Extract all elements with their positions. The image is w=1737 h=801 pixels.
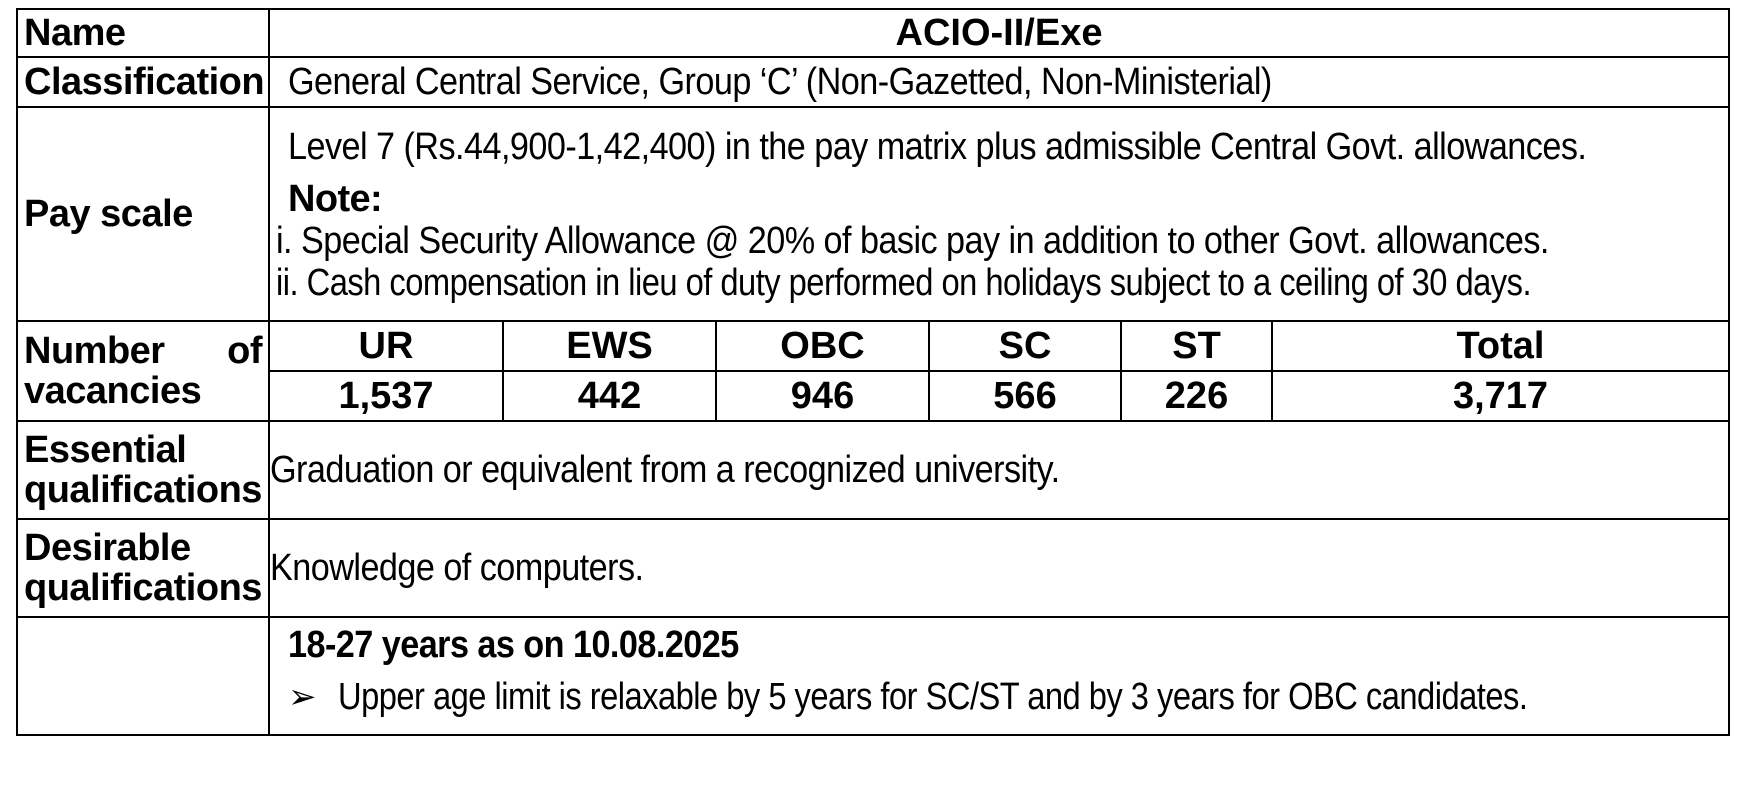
pay-scale-label: Pay scale (16, 106, 270, 322)
pay-scale-note-label: Note: (288, 178, 383, 220)
essential-label-line2: qualifications (24, 469, 262, 511)
job-details-table: Name ACIO-II/Exe Classification General … (16, 8, 1730, 736)
vacancies-label-line2: vacancies (24, 370, 202, 412)
age-bullet-item: ➢ Upper age limit is relaxable by 5 year… (270, 676, 1728, 718)
essential-label: Essential qualifications (16, 420, 270, 520)
row-name: Name ACIO-II/Exe (16, 8, 1730, 58)
vacancies-values-row: 1,537 442 946 566 226 3,717 (270, 371, 1728, 420)
vacancy-value-ur: 1,537 (270, 371, 504, 420)
name-label: Name (16, 8, 270, 58)
vacancy-value-st: 226 (1121, 371, 1273, 420)
vacancy-header-obc: OBC (716, 322, 930, 372)
vacancies-header-row: UR EWS OBC SC ST Total (270, 322, 1728, 372)
vacancies-table: UR EWS OBC SC ST Total 1,537 442 946 566… (270, 322, 1728, 420)
vacancy-header-sc: SC (929, 322, 1122, 372)
row-classification: Classification General Central Service, … (16, 56, 1730, 108)
row-age-limit: 18-27 years as on 10.08.2025 ➢ Upper age… (16, 616, 1730, 736)
row-pay-scale: Pay scale Level 7 (Rs.44,900-1,42,400) i… (16, 106, 1730, 322)
desirable-label: Desirable qualifications (16, 518, 270, 618)
age-label-cell (16, 616, 270, 736)
row-desirable-qualifications: Desirable qualifications Knowledge of co… (16, 518, 1730, 618)
pay-scale-note-i: i. Special Security Allowance @ 20% of b… (276, 220, 1549, 262)
row-essential-qualifications: Essential qualifications Graduation or e… (16, 420, 1730, 520)
age-title: 18-27 years as on 10.08.2025 (270, 618, 1728, 666)
pay-scale-level: Level 7 (Rs.44,900-1,42,400) in the pay … (288, 126, 1587, 168)
vacancy-header-st: ST (1121, 322, 1273, 372)
vacancies-label-word2: of (227, 330, 262, 372)
desirable-label-line1: Desirable (24, 527, 191, 569)
age-cell: 18-27 years as on 10.08.2025 ➢ Upper age… (268, 616, 1730, 736)
vacancy-header-ews: EWS (503, 322, 717, 372)
vacancy-value-ews: 442 (503, 371, 717, 420)
essential-cell: Graduation or equivalent from a recogniz… (268, 420, 1730, 520)
vacancy-value-obc: 946 (716, 371, 930, 420)
pay-scale-cell: Level 7 (Rs.44,900-1,42,400) in the pay … (268, 106, 1730, 322)
age-title-text: 18-27 years as on 10.08.2025 (288, 624, 739, 666)
vacancy-header-ur: UR (270, 322, 504, 372)
classification-label: Classification (16, 56, 270, 108)
arrow-bullet-icon: ➢ (288, 678, 316, 716)
vacancies-label-word1: Number (24, 330, 165, 372)
essential-value: Graduation or equivalent from a recogniz… (270, 449, 1060, 491)
desirable-label-line2: qualifications (24, 567, 262, 609)
age-bullet-text: Upper age limit is relaxable by 5 years … (338, 676, 1528, 718)
vacancies-cell: UR EWS OBC SC ST Total 1,537 442 946 566… (268, 320, 1730, 422)
essential-label-line1: Essential (24, 429, 187, 471)
pay-scale-note-ii: ii. Cash compensation in lieu of duty pe… (276, 262, 1532, 304)
vacancy-value-total: 3,717 (1452, 374, 1549, 417)
vacancy-value-sc: 566 (929, 371, 1122, 420)
desirable-cell: Knowledge of computers. (268, 518, 1730, 618)
row-vacancies: Number of vacancies UR EWS OBC SC (16, 320, 1730, 422)
classification-cell: General Central Service, Group ‘C’ (Non-… (268, 56, 1730, 108)
vacancies-label: Number of vacancies (16, 320, 270, 422)
vacancy-header-total: Total (1272, 322, 1728, 372)
classification-value: General Central Service, Group ‘C’ (Non-… (288, 61, 1272, 103)
desirable-value: Knowledge of computers. (270, 547, 644, 589)
name-value: ACIO-II/Exe (268, 8, 1730, 58)
